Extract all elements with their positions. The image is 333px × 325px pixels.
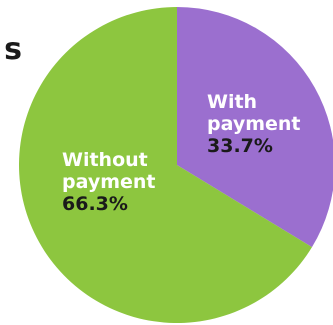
slice-label-1-line-1: payment — [62, 171, 156, 193]
chart-title-fragment: s — [4, 32, 22, 67]
pie-slice-0 — [177, 7, 333, 248]
pie-slice-1 — [18, 7, 312, 323]
slice-label-1-line-0: Without — [62, 149, 148, 171]
slice-label-0-line-1: payment — [207, 113, 301, 135]
slice-value-label-1: 66.3% — [62, 193, 128, 215]
slice-value-label-0: 33.7% — [207, 135, 273, 157]
pie-slices — [18, 7, 333, 323]
slice-label-0-line-0: With — [207, 91, 257, 113]
